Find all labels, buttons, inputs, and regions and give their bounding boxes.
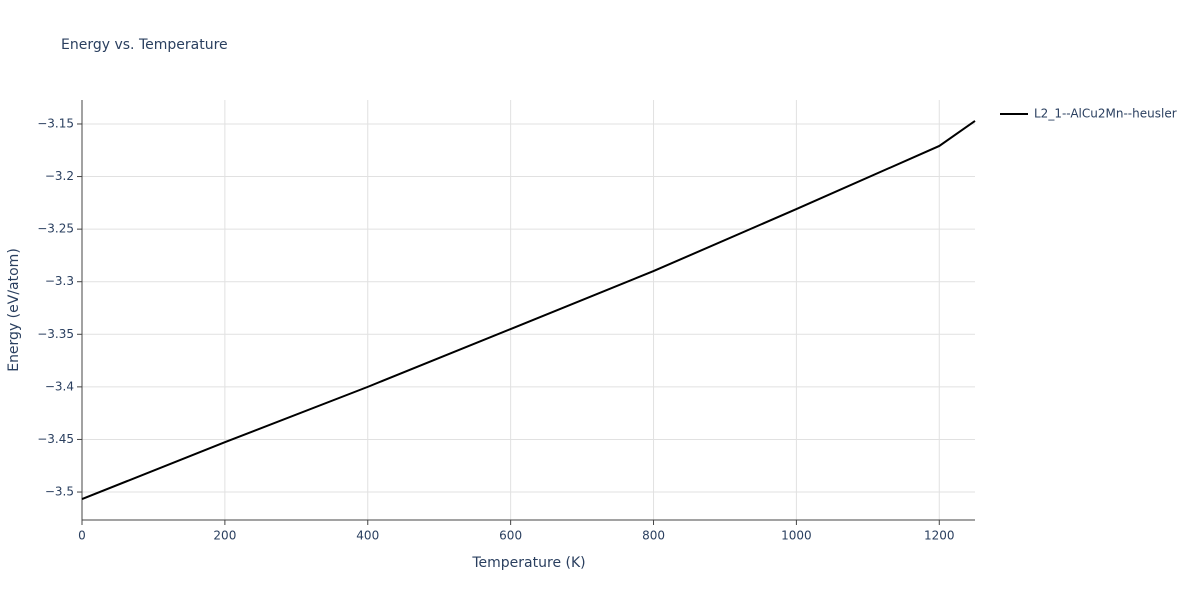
data-line xyxy=(81,120,976,501)
chart-title: Energy vs. Temperature xyxy=(61,37,228,53)
x-tick-label: 600 xyxy=(499,529,522,543)
y-tick-label: −3.5 xyxy=(45,485,74,499)
y-tick-label: −3.45 xyxy=(37,432,74,446)
legend-label: L2_1--AlCu2Mn--heusler xyxy=(1034,107,1177,121)
x-axis-label: Temperature (K) xyxy=(471,555,585,571)
x-tick-label: 0 xyxy=(78,529,86,543)
x-tick-label: 200 xyxy=(213,529,236,543)
y-tick-label: −3.15 xyxy=(37,116,74,130)
y-tick-label: −3.4 xyxy=(45,379,74,393)
y-axis-label: Energy (eV/atom) xyxy=(6,248,22,372)
x-tick-label: 400 xyxy=(356,529,379,543)
y-tick-label: −3.2 xyxy=(45,169,74,183)
x-tick-label: 800 xyxy=(642,529,665,543)
y-tick-label: −3.35 xyxy=(37,327,74,341)
y-tick-label: −3.25 xyxy=(37,222,74,236)
x-tick-label: 1200 xyxy=(924,529,955,543)
y-tick-label: −3.3 xyxy=(45,274,74,288)
x-tick-label: 1000 xyxy=(781,529,812,543)
